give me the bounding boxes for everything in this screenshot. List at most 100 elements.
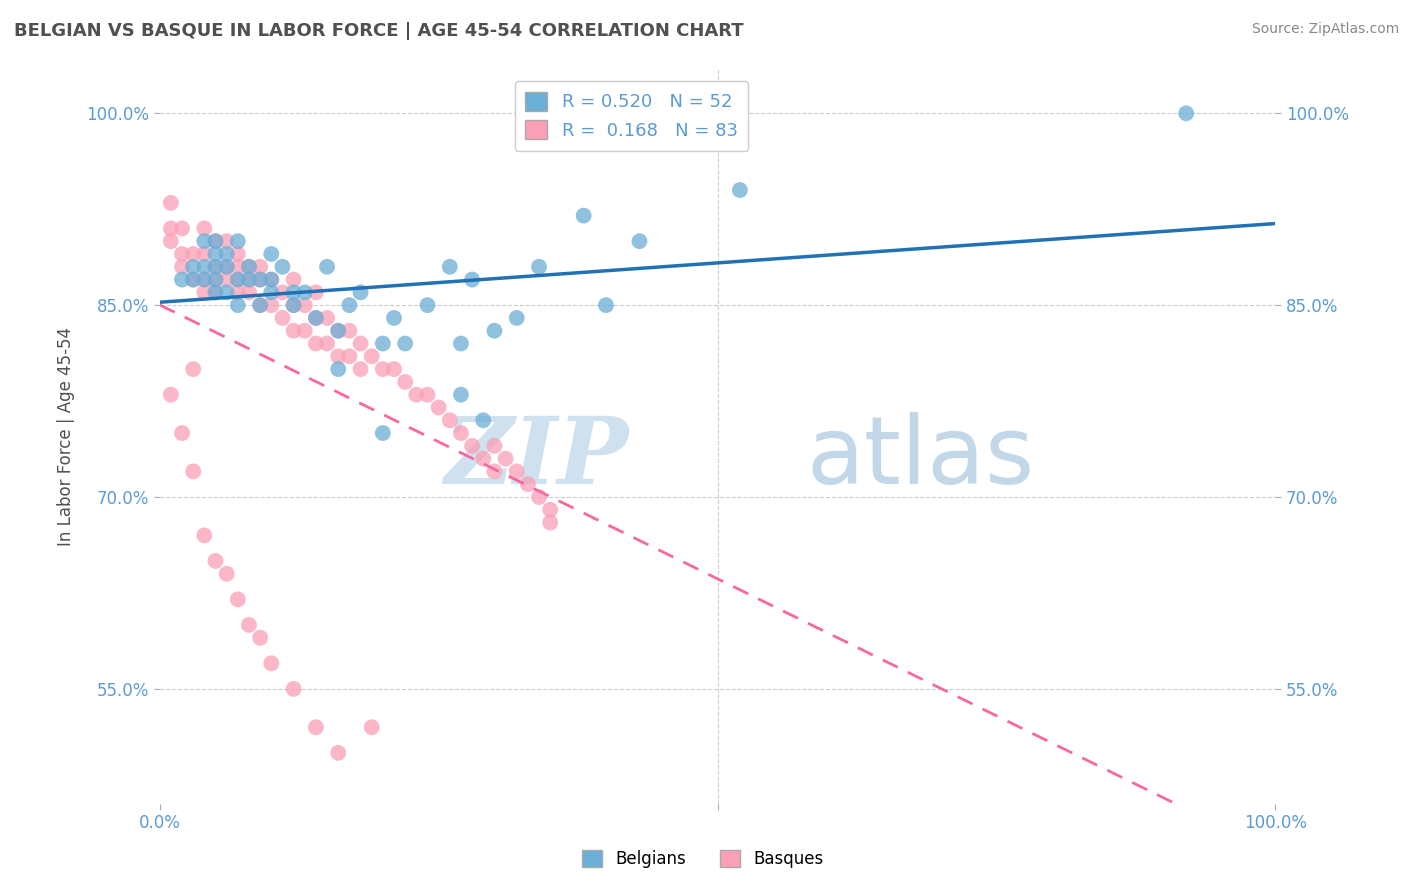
Point xyxy=(595,298,617,312)
Point xyxy=(226,272,249,286)
Point xyxy=(181,260,204,274)
Point xyxy=(294,298,316,312)
Point xyxy=(226,247,249,261)
Point xyxy=(204,260,226,274)
Point xyxy=(238,260,260,274)
Point xyxy=(170,425,193,440)
Point xyxy=(226,234,249,248)
Point xyxy=(527,260,550,274)
Point xyxy=(538,516,561,530)
Point xyxy=(193,234,215,248)
Point xyxy=(1175,106,1198,120)
Point xyxy=(728,183,751,197)
Point xyxy=(249,260,271,274)
Point xyxy=(215,566,238,581)
Point xyxy=(495,451,517,466)
Point xyxy=(305,720,328,734)
Point xyxy=(382,310,405,325)
Point xyxy=(450,336,472,351)
Point xyxy=(204,285,226,300)
Point xyxy=(328,349,350,363)
Point xyxy=(204,272,226,286)
Point xyxy=(215,260,238,274)
Point xyxy=(170,272,193,286)
Point xyxy=(283,272,305,286)
Point xyxy=(394,375,416,389)
Point xyxy=(394,336,416,351)
Point xyxy=(170,260,193,274)
Point xyxy=(260,272,283,286)
Point xyxy=(181,272,204,286)
Point xyxy=(294,285,316,300)
Point xyxy=(226,592,249,607)
Point xyxy=(193,528,215,542)
Point xyxy=(160,221,183,235)
Point xyxy=(349,336,371,351)
Point xyxy=(538,503,561,517)
Point xyxy=(249,272,271,286)
Point xyxy=(472,413,495,427)
Text: Source: ZipAtlas.com: Source: ZipAtlas.com xyxy=(1251,22,1399,37)
Point xyxy=(405,387,427,401)
Point xyxy=(305,310,328,325)
Point xyxy=(204,247,226,261)
Point xyxy=(360,720,382,734)
Point xyxy=(283,298,305,312)
Point xyxy=(450,425,472,440)
Point xyxy=(294,324,316,338)
Point xyxy=(516,477,538,491)
Text: BELGIAN VS BASQUE IN LABOR FORCE | AGE 45-54 CORRELATION CHART: BELGIAN VS BASQUE IN LABOR FORCE | AGE 4… xyxy=(14,22,744,40)
Point xyxy=(371,336,394,351)
Point xyxy=(349,362,371,376)
Point xyxy=(472,451,495,466)
Point xyxy=(484,439,506,453)
Point xyxy=(160,387,183,401)
Point xyxy=(170,221,193,235)
Point xyxy=(283,681,305,696)
Point xyxy=(181,272,204,286)
Text: atlas: atlas xyxy=(807,412,1035,504)
Point xyxy=(204,260,226,274)
Point xyxy=(160,234,183,248)
Point xyxy=(427,401,450,415)
Point xyxy=(226,272,249,286)
Point xyxy=(527,490,550,504)
Point xyxy=(271,285,294,300)
Legend: Belgians, Basques: Belgians, Basques xyxy=(576,843,830,875)
Point xyxy=(461,439,484,453)
Point xyxy=(461,272,484,286)
Point xyxy=(238,260,260,274)
Point xyxy=(305,285,328,300)
Point xyxy=(160,195,183,210)
Point xyxy=(238,285,260,300)
Point xyxy=(238,272,260,286)
Point xyxy=(416,387,439,401)
Point xyxy=(204,272,226,286)
Point xyxy=(316,260,339,274)
Point xyxy=(360,349,382,363)
Point xyxy=(249,631,271,645)
Point xyxy=(215,272,238,286)
Point xyxy=(249,298,271,312)
Point xyxy=(260,285,283,300)
Point xyxy=(305,310,328,325)
Point xyxy=(328,746,350,760)
Point xyxy=(305,336,328,351)
Point xyxy=(260,247,283,261)
Point xyxy=(215,247,238,261)
Point xyxy=(204,234,226,248)
Point xyxy=(181,247,204,261)
Point xyxy=(349,285,371,300)
Point xyxy=(283,285,305,300)
Point xyxy=(371,425,394,440)
Point xyxy=(328,324,350,338)
Point xyxy=(328,362,350,376)
Point xyxy=(337,324,360,338)
Point xyxy=(193,221,215,235)
Point xyxy=(260,272,283,286)
Point xyxy=(215,285,238,300)
Point xyxy=(371,362,394,376)
Point xyxy=(215,260,238,274)
Point xyxy=(181,362,204,376)
Point xyxy=(249,298,271,312)
